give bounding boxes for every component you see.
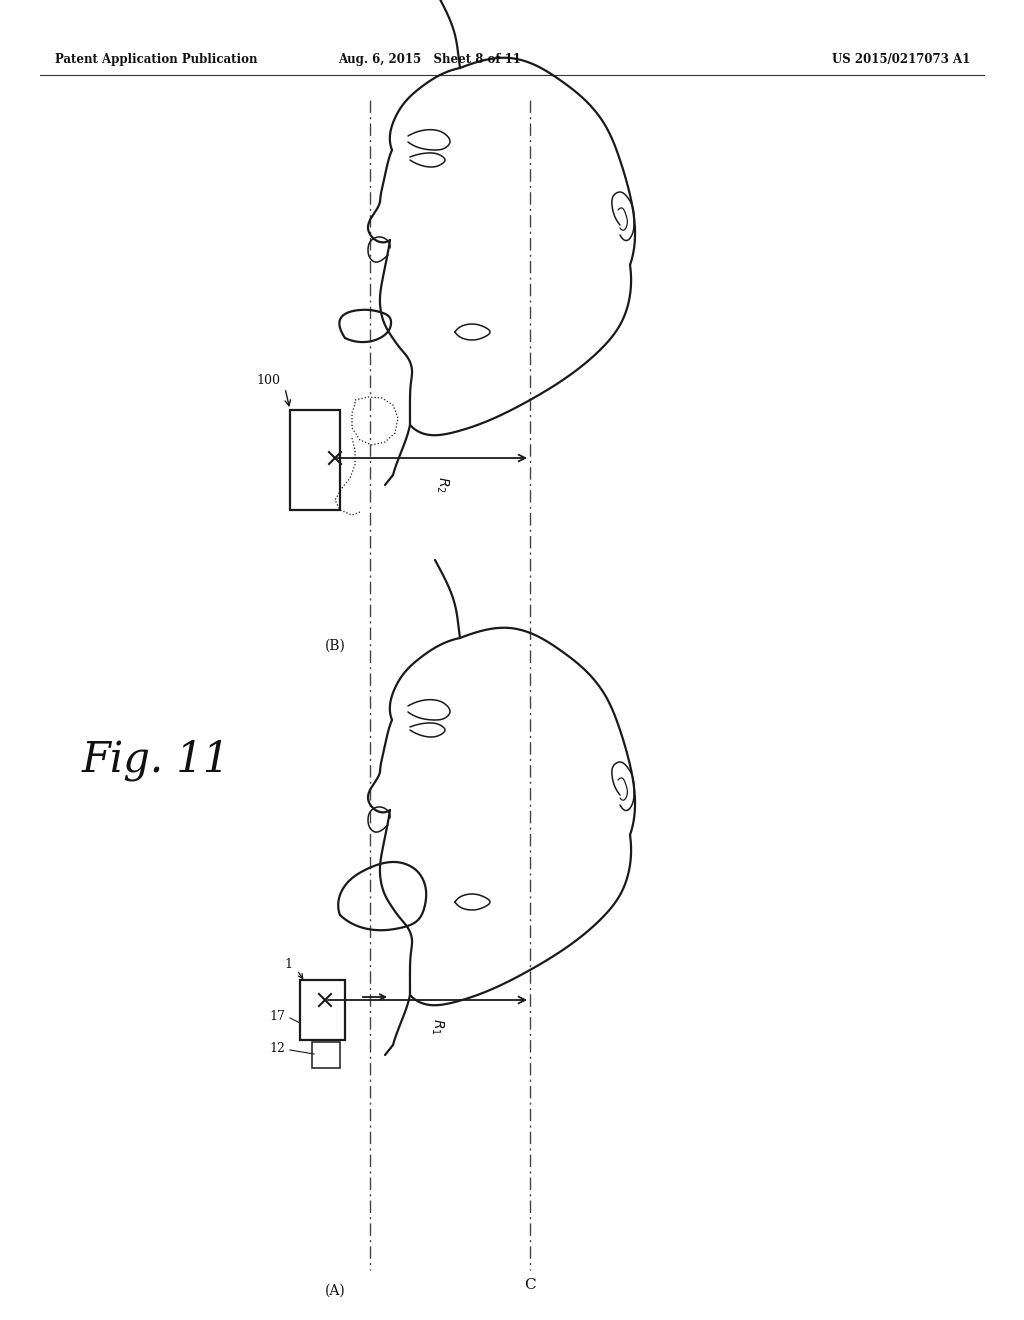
- Bar: [312, 1041, 340, 1068]
- Text: US 2015/0217073 A1: US 2015/0217073 A1: [831, 54, 970, 66]
- Text: 17: 17: [269, 1010, 285, 1023]
- Text: 12: 12: [269, 1041, 285, 1055]
- Text: (A): (A): [325, 1284, 346, 1298]
- Text: Patent Application Publication: Patent Application Publication: [55, 54, 257, 66]
- Text: $R_2$: $R_2$: [434, 477, 451, 492]
- Bar: [290, 411, 340, 510]
- Text: C: C: [524, 1278, 536, 1292]
- Text: (B): (B): [325, 639, 346, 653]
- Text: $R_1$: $R_1$: [429, 1018, 445, 1035]
- Text: Aug. 6, 2015   Sheet 8 of 11: Aug. 6, 2015 Sheet 8 of 11: [339, 54, 521, 66]
- Text: 100: 100: [256, 374, 280, 387]
- Bar: [300, 979, 345, 1040]
- Text: Fig. 11: Fig. 11: [82, 739, 230, 781]
- Text: 1: 1: [284, 958, 292, 972]
